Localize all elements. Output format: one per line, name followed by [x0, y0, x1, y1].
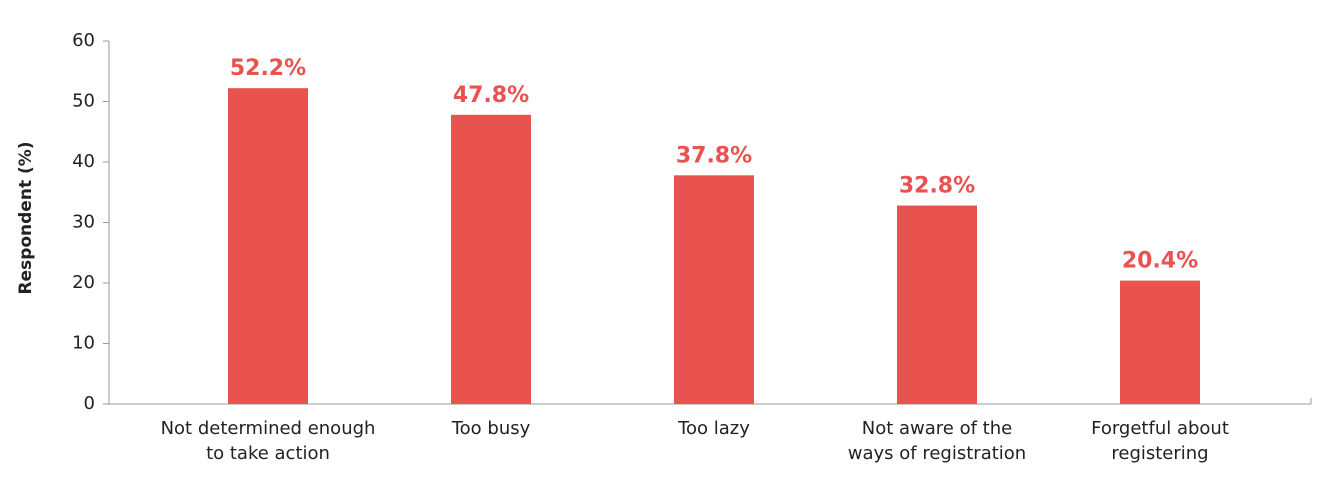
bar: [451, 114, 531, 404]
y-tick-label: 40: [72, 151, 95, 172]
bar: [228, 88, 308, 404]
x-tick-label: Too lazy: [677, 418, 750, 439]
bar: [897, 205, 977, 404]
bar: [1120, 280, 1200, 404]
x-tick-label: Forgetful about: [1091, 418, 1229, 439]
x-tick-label: ways of registration: [848, 443, 1026, 464]
x-tick-label: Too busy: [451, 418, 531, 439]
value-label: 20.4%: [1122, 249, 1198, 274]
value-label: 52.2%: [230, 56, 306, 81]
y-axis-label: Respondent (%): [16, 141, 36, 294]
value-label: 47.8%: [453, 83, 529, 108]
y-tick-label: 20: [72, 272, 95, 293]
y-tick-label: 0: [84, 393, 95, 414]
y-tick-label: 10: [72, 333, 95, 354]
y-tick-label: 30: [72, 212, 95, 233]
bar: [674, 175, 754, 404]
x-tick-label: registering: [1111, 443, 1208, 464]
value-label: 37.8%: [676, 143, 752, 168]
x-tick-label: to take action: [206, 443, 330, 464]
x-tick-label: Not aware of the: [862, 418, 1012, 439]
x-tick-label: Not determined enough: [161, 418, 376, 439]
value-label: 32.8%: [899, 174, 975, 199]
y-tick-label: 50: [72, 91, 95, 112]
y-tick-label: 60: [72, 30, 95, 51]
